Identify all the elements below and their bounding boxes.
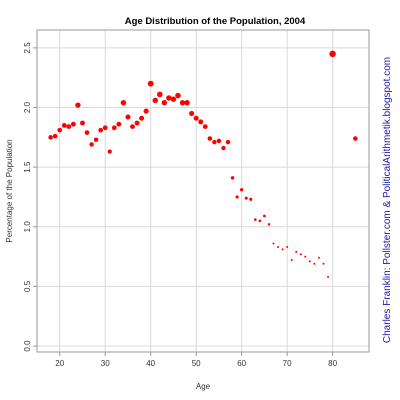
axis-ticks: 20 30 40 50 60 70 80 0.0 0.5 1.0 1.5 2.0 2.5 [23, 42, 338, 368]
data-point [102, 125, 108, 131]
data-point [70, 121, 76, 127]
data-point [130, 124, 135, 130]
data-point [267, 223, 271, 226]
data-point [253, 218, 257, 221]
data-point [80, 120, 85, 126]
data-point [258, 219, 262, 223]
data-point [143, 108, 149, 114]
data-point [147, 80, 154, 87]
data-point [198, 119, 204, 125]
data-point [166, 95, 172, 101]
y-tick-label: 1.5 [23, 161, 32, 173]
data-point [329, 50, 336, 58]
data-point [290, 259, 293, 262]
x-tick-label: 70 [283, 359, 292, 368]
y-tick-label: 2.0 [23, 101, 32, 113]
data-point [152, 97, 158, 104]
data-point [75, 102, 81, 108]
data-point [57, 127, 63, 133]
gridlines [37, 30, 369, 352]
data-point [179, 100, 186, 106]
data-points [48, 50, 358, 278]
x-axis-title: Age [196, 382, 211, 391]
data-point [111, 125, 117, 131]
data-point [313, 262, 316, 265]
data-point [161, 100, 168, 106]
data-point [225, 139, 231, 145]
data-point [244, 196, 248, 200]
x-tick-label: 80 [328, 359, 337, 368]
data-point [89, 142, 94, 147]
data-point [107, 149, 112, 154]
data-point [84, 130, 90, 135]
data-point [263, 214, 266, 218]
data-point [212, 139, 217, 145]
data-point [207, 136, 213, 141]
y-tick-label: 1.0 [23, 221, 32, 233]
data-point [134, 120, 140, 126]
data-point [281, 248, 284, 251]
y-axis-title: Percentage of the Population [5, 139, 14, 242]
data-point [230, 176, 235, 180]
x-tick-label: 40 [146, 359, 155, 368]
data-point [139, 115, 145, 121]
y-tick-label: 0.5 [23, 280, 32, 292]
data-point [175, 92, 181, 99]
data-point [322, 262, 325, 265]
y-tick-label: 0.0 [23, 340, 32, 352]
data-point [120, 100, 127, 106]
data-point [184, 100, 190, 106]
data-point [189, 110, 195, 117]
data-point [221, 145, 226, 151]
x-tick-label: 30 [101, 359, 110, 368]
y-tick-label: 2.5 [23, 42, 32, 54]
x-tick-label: 60 [237, 359, 246, 368]
data-point [157, 91, 163, 98]
data-point [125, 114, 131, 120]
x-tick-label: 20 [55, 359, 64, 368]
data-point [304, 255, 307, 258]
data-point [286, 246, 289, 249]
chart-title: Age Distribution of the Population, 2004 [125, 16, 306, 27]
data-point [193, 115, 199, 121]
data-point [52, 133, 58, 139]
data-point [308, 260, 311, 263]
data-point [116, 121, 122, 127]
data-point [299, 253, 302, 256]
data-point [353, 136, 358, 141]
plot-frame [36, 29, 370, 353]
data-point [249, 197, 253, 201]
data-point [48, 135, 53, 140]
data-point [277, 246, 280, 249]
data-point [317, 256, 320, 259]
data-point [327, 275, 330, 278]
data-point [202, 124, 208, 130]
x-tick-label: 50 [192, 359, 201, 368]
data-point [239, 188, 244, 192]
data-point [170, 96, 177, 102]
data-point [216, 138, 222, 144]
data-point [295, 250, 298, 253]
data-point [235, 195, 239, 199]
data-point [98, 127, 104, 133]
data-point [272, 242, 275, 245]
data-point [66, 124, 72, 130]
data-point [93, 137, 99, 142]
data-point [61, 122, 67, 128]
credit-text: Charles Franklin: Pollster.com & Politic… [382, 57, 393, 343]
